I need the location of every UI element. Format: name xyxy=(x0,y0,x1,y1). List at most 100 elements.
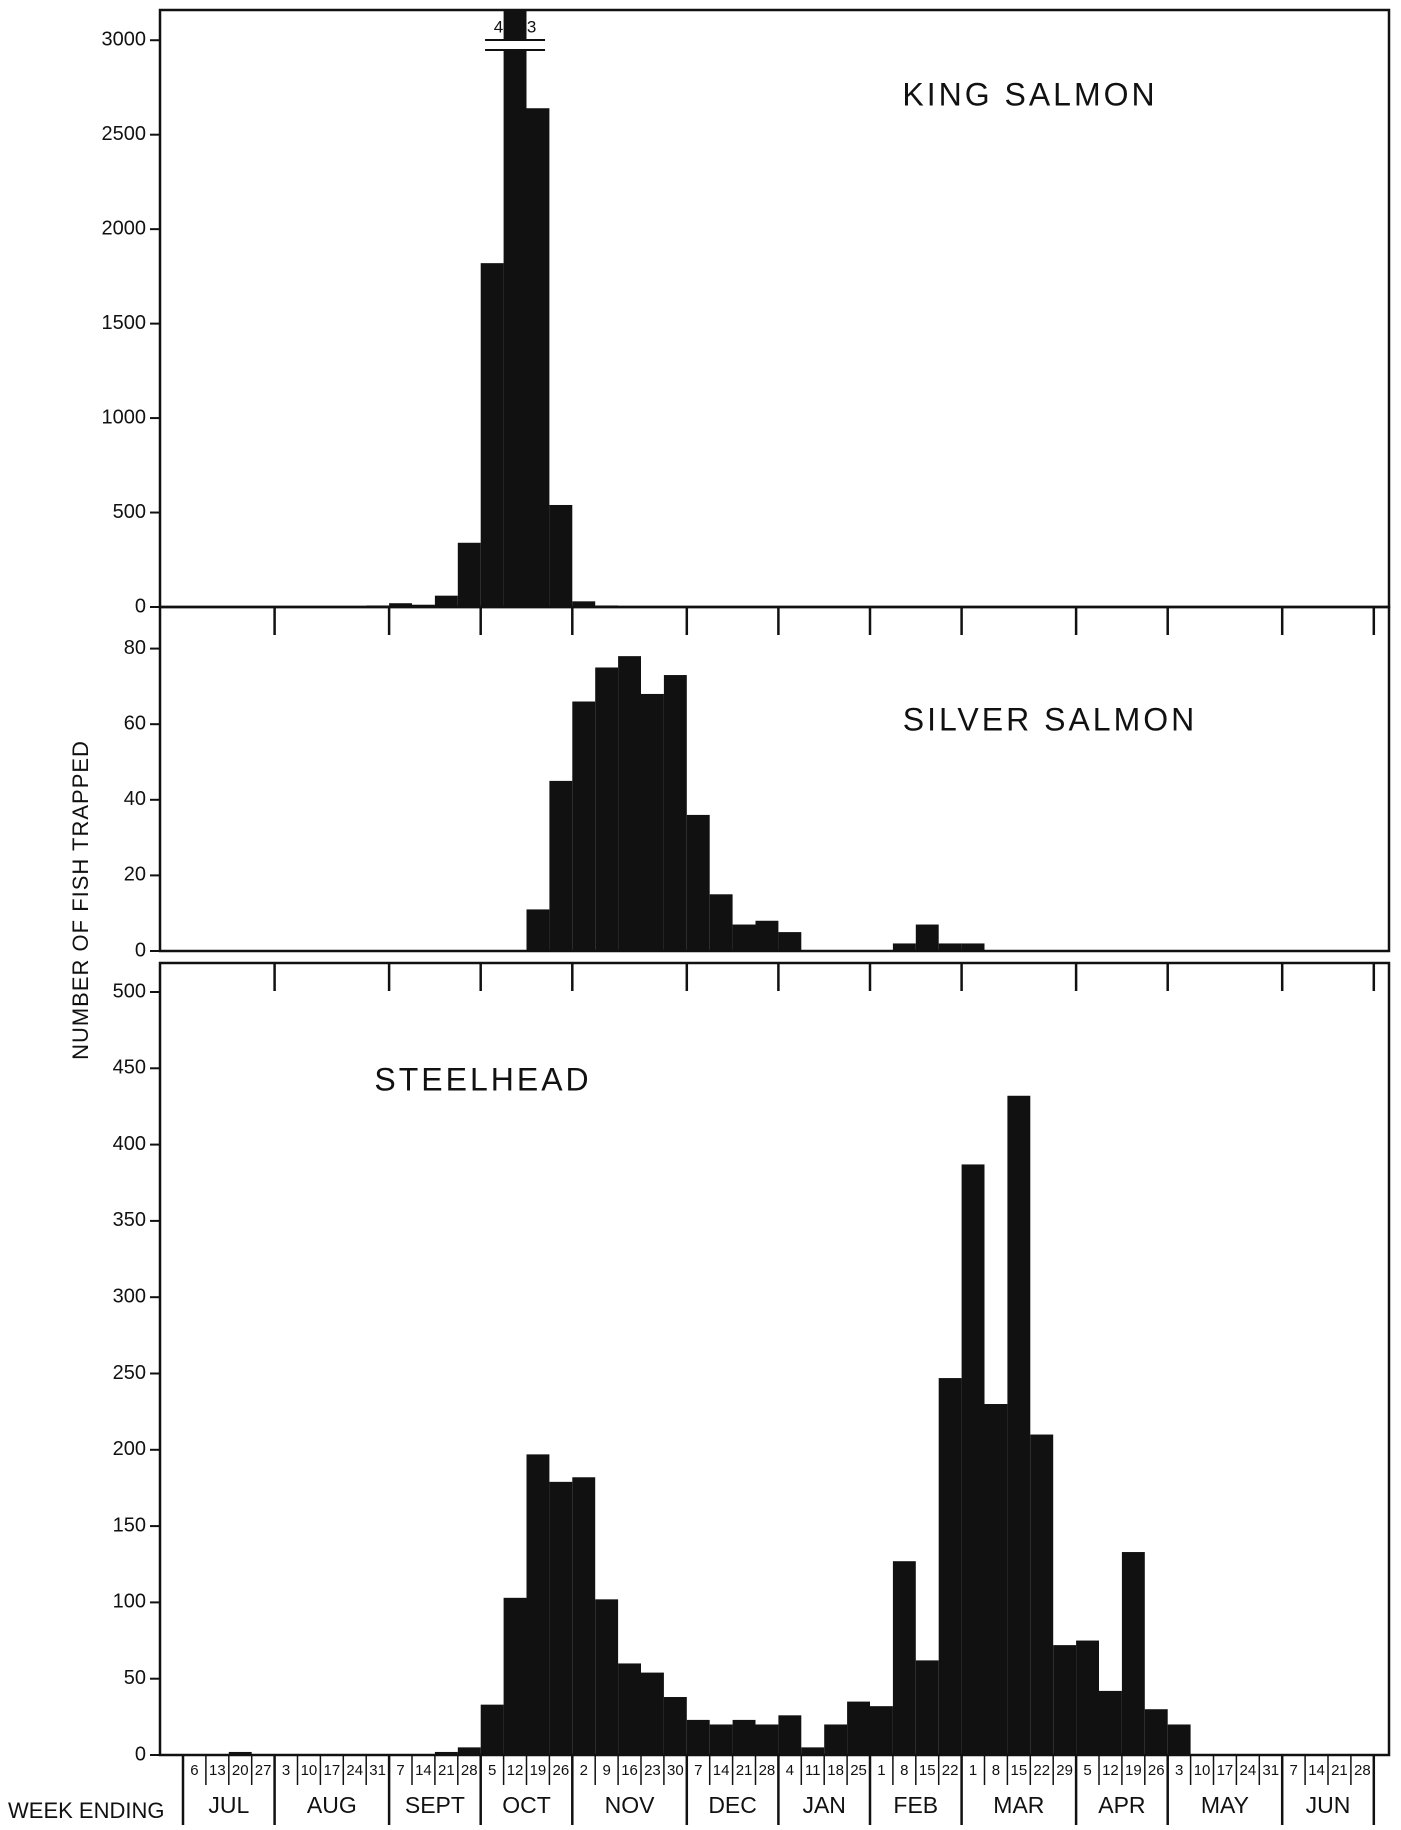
bar xyxy=(503,1597,527,1755)
bar xyxy=(228,1751,252,1755)
y-tick-label: 3000 xyxy=(102,29,147,51)
bar xyxy=(434,595,458,607)
bar xyxy=(1076,1640,1099,1755)
y-tick-label: 0 xyxy=(135,595,146,617)
bar xyxy=(480,263,504,607)
x-tick-label: 22 xyxy=(942,1762,959,1779)
bar xyxy=(618,656,641,951)
bar xyxy=(641,1672,664,1755)
bar xyxy=(663,1697,687,1755)
x-tick-label: 26 xyxy=(1148,1762,1165,1779)
y-tick-label: 2000 xyxy=(102,217,147,239)
bar xyxy=(572,1477,596,1755)
x-tick-label: 10 xyxy=(301,1762,318,1779)
x-tick-label: 12 xyxy=(1102,1762,1119,1779)
bar xyxy=(389,603,412,607)
x-tick-label: 25 xyxy=(850,1762,867,1779)
x-tick-label: 12 xyxy=(507,1762,524,1779)
bars xyxy=(526,656,985,951)
bar xyxy=(526,1454,550,1755)
y-tick-label: 450 xyxy=(113,1057,146,1079)
bar xyxy=(503,10,527,607)
y-tick-label: 300 xyxy=(113,1285,146,1307)
x-tick-label: 7 xyxy=(694,1762,702,1779)
x-tick-label: 17 xyxy=(324,1762,341,1779)
x-tick-label: 28 xyxy=(759,1762,776,1779)
x-tick-label: 9 xyxy=(602,1762,610,1779)
bar xyxy=(457,542,481,607)
x-tick-label: 7 xyxy=(396,1762,404,1779)
bar xyxy=(961,1164,985,1755)
bar xyxy=(961,943,985,951)
x-tick-label: 26 xyxy=(553,1762,570,1779)
y-tick-label: 50 xyxy=(124,1667,146,1689)
bar xyxy=(641,693,664,951)
bar xyxy=(1007,1095,1031,1755)
x-tick-label: 30 xyxy=(667,1762,684,1779)
x-tick-label: 18 xyxy=(827,1762,844,1779)
bar xyxy=(595,1599,619,1755)
bar xyxy=(526,909,550,951)
x-tick-label: 24 xyxy=(346,1762,363,1779)
bar xyxy=(686,814,710,951)
panel-title: SILVER SALMON xyxy=(903,701,1197,737)
month-label: NOV xyxy=(605,1792,656,1818)
bars xyxy=(228,1095,1191,1755)
bar xyxy=(709,894,733,951)
bar xyxy=(984,1404,1008,1755)
bar xyxy=(549,780,573,951)
x-tick-label: 15 xyxy=(919,1762,936,1779)
bar xyxy=(618,1663,641,1755)
y-tick-label: 20 xyxy=(124,864,146,886)
x-tick-label: 19 xyxy=(1125,1762,1142,1779)
x-tick-label: 8 xyxy=(992,1762,1000,1779)
bar xyxy=(732,1719,756,1755)
bar xyxy=(1030,1434,1054,1755)
month-label: OCT xyxy=(502,1792,551,1818)
y-tick-label: 500 xyxy=(113,980,146,1002)
x-tick-label: 3 xyxy=(1175,1762,1183,1779)
x-tick-label: 2 xyxy=(580,1762,588,1779)
x-tick-label: 8 xyxy=(900,1762,908,1779)
month-label: SEPT xyxy=(405,1792,465,1818)
bar xyxy=(755,920,779,951)
x-axis-label: WEEK ENDING xyxy=(8,1798,164,1823)
y-tick-label: 1500 xyxy=(102,312,147,334)
month-label: AUG xyxy=(307,1792,357,1818)
x-tick-label: 29 xyxy=(1056,1762,1073,1779)
y-tick-label: 400 xyxy=(113,1133,146,1155)
y-tick-label: 0 xyxy=(135,1743,146,1765)
x-tick-label: 13 xyxy=(209,1762,226,1779)
y-axis-label: NUMBER OF FISH TRAPPED xyxy=(68,740,93,1060)
panel-frame xyxy=(158,605,1391,953)
x-tick-label: 31 xyxy=(1262,1762,1279,1779)
bar xyxy=(549,1481,573,1755)
y-tick-label: 1000 xyxy=(102,406,147,428)
x-tick-label: 20 xyxy=(232,1762,249,1779)
bar xyxy=(892,1561,916,1755)
month-label: JUN xyxy=(1306,1792,1351,1818)
value-label: 4,323 xyxy=(494,17,537,36)
y-tick-label: 80 xyxy=(124,637,146,659)
bar xyxy=(1144,1709,1168,1755)
x-tick-label: 28 xyxy=(1354,1762,1371,1779)
bar xyxy=(1053,1645,1077,1755)
x-tick-label: 24 xyxy=(1240,1762,1257,1779)
bar xyxy=(572,601,596,607)
bar xyxy=(526,108,550,607)
x-tick-label: 21 xyxy=(1331,1762,1348,1779)
x-tick-label: 14 xyxy=(415,1762,432,1779)
bar xyxy=(1167,1724,1191,1755)
bar xyxy=(755,1724,779,1755)
bar xyxy=(824,1724,848,1755)
bar xyxy=(549,504,573,607)
x-tick-label: 11 xyxy=(805,1762,821,1779)
bar xyxy=(686,1719,710,1755)
x-tick-label: 27 xyxy=(255,1762,272,1779)
panel-title: STEELHEAD xyxy=(374,1061,591,1097)
bar xyxy=(801,1747,825,1755)
x-tick-label: 23 xyxy=(644,1762,661,1779)
month-label: MAR xyxy=(993,1792,1044,1818)
bar xyxy=(732,924,756,951)
